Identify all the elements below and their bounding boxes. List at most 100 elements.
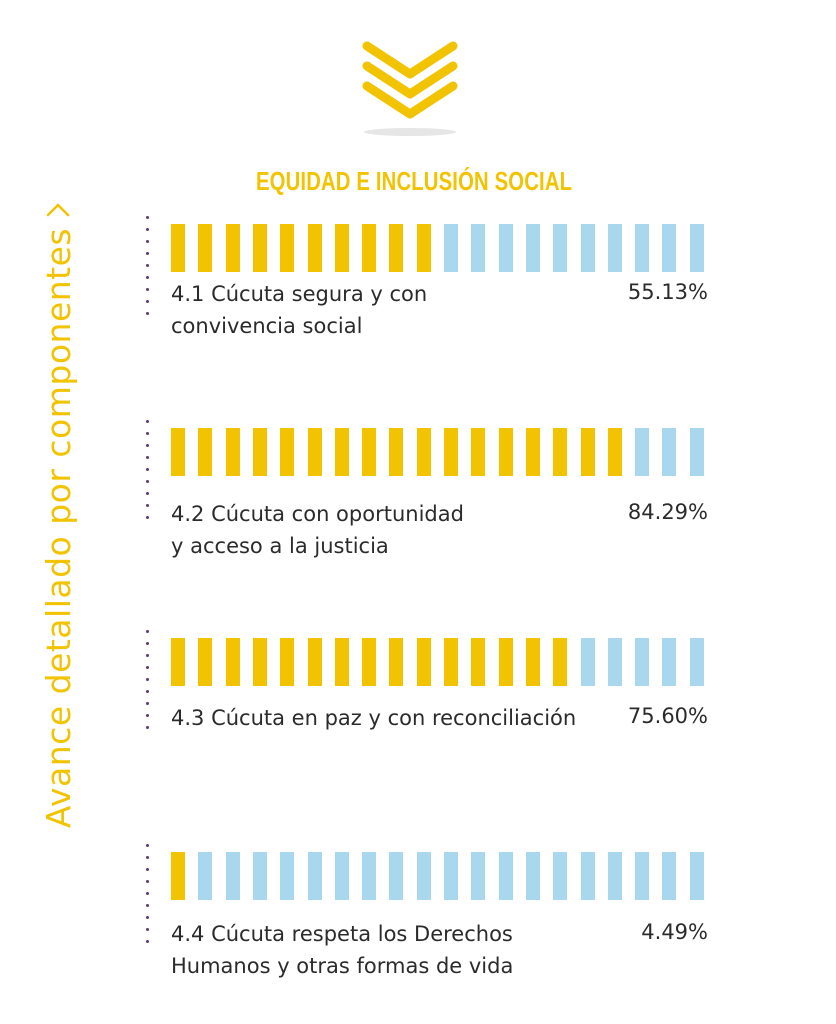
data-label: 55.13% — [627, 280, 708, 304]
bar-segment-filled — [581, 428, 595, 476]
bar-segment-remaining — [553, 224, 567, 272]
bar-segment-filled — [417, 224, 431, 272]
chart-title: EQUIDAD E INCLUSIÓN SOCIAL — [256, 166, 573, 196]
bar-segment-remaining — [662, 428, 676, 476]
bar-segment-filled — [526, 428, 540, 476]
bar-segment-remaining — [690, 428, 704, 476]
bar-segment-filled — [471, 638, 485, 686]
bar-segment-remaining — [471, 852, 485, 900]
component-label-line: convivencia social — [171, 314, 363, 338]
component-label-line: Humanos y otras formas de vida — [171, 954, 514, 978]
bar-segment-filled — [308, 224, 322, 272]
component-label: 4.4 Cúcuta respeta los Derechos Humanos … — [171, 918, 631, 982]
bar-segment-filled — [280, 638, 294, 686]
data-label: 84.29% — [627, 500, 708, 524]
bar-segment-remaining — [662, 638, 676, 686]
bar-segment-filled — [362, 638, 376, 686]
bar-segment-filled — [308, 638, 322, 686]
bar-segment-filled — [171, 428, 185, 476]
bar-segment-filled — [280, 224, 294, 272]
bar-segment-filled — [335, 428, 349, 476]
bar-segment-remaining — [581, 638, 595, 686]
bar-segment-remaining — [635, 638, 649, 686]
component-label-line: y acceso a la justicia — [171, 534, 389, 558]
component-label: 4.1 Cúcuta segura y con convivencia soci… — [171, 278, 631, 342]
bar-segment-remaining — [635, 852, 649, 900]
component-label: 4.3 Cúcuta en paz y con reconciliación — [171, 702, 631, 734]
bar-segment-filled — [553, 638, 567, 686]
bar-segment-filled — [417, 428, 431, 476]
bar-segment-filled — [198, 638, 212, 686]
side-label: Avance detallado por componentes — [38, 165, 78, 865]
bar-segment-remaining — [362, 852, 376, 900]
bar-segment-filled — [253, 428, 267, 476]
bar-segment-remaining — [581, 852, 595, 900]
side-label-text: Avance detallado por componentes — [38, 227, 78, 829]
bar-segment-filled — [362, 428, 376, 476]
component-label-line: 4.1 Cúcuta segura y con — [171, 282, 428, 306]
data-label: 75.60% — [627, 704, 708, 728]
bar-segment-filled — [362, 224, 376, 272]
bar-segment-remaining — [581, 224, 595, 272]
bar-segment-remaining — [690, 224, 704, 272]
bar-segment-filled — [335, 224, 349, 272]
component-label-line: 4.2 Cúcuta con oportunidad — [171, 502, 464, 526]
bar-segment-filled — [253, 638, 267, 686]
bar-segment-remaining — [662, 852, 676, 900]
bar-segment-remaining — [280, 852, 294, 900]
bar-segment-remaining — [608, 638, 622, 686]
bar-segment-filled — [471, 428, 485, 476]
bar-segment-remaining — [690, 852, 704, 900]
bar-segment-filled — [171, 224, 185, 272]
bar-segment-filled — [389, 638, 403, 686]
bar-segment-remaining — [499, 852, 513, 900]
bar-segment-remaining — [335, 852, 349, 900]
bar-segment-filled — [608, 428, 622, 476]
bar-segment-remaining — [444, 852, 458, 900]
data-label: 4.49% — [641, 920, 708, 944]
bar-segment-remaining — [444, 224, 458, 272]
bar-segment-filled — [553, 428, 567, 476]
component-label-line: 4.3 Cúcuta en paz y con reconciliación — [171, 706, 577, 730]
bar-segment-filled — [389, 428, 403, 476]
component-label-line: 4.4 Cúcuta respeta los Derechos — [171, 922, 513, 946]
dotted-marker — [146, 420, 150, 528]
bar-segment-remaining — [553, 852, 567, 900]
bar-segment-filled — [171, 638, 185, 686]
bar-segment-filled — [444, 428, 458, 476]
bar-segment-remaining — [253, 852, 267, 900]
bar-segment-remaining — [635, 224, 649, 272]
bar-segment-remaining — [389, 852, 403, 900]
bar-segment-filled — [198, 224, 212, 272]
bar-segment-filled — [171, 852, 185, 900]
chevron-down-icon — [362, 41, 458, 136]
bar-segment-remaining — [526, 852, 540, 900]
bar-segment-filled — [226, 428, 240, 476]
bar-segment-filled — [226, 224, 240, 272]
bar-segment-filled — [444, 638, 458, 686]
bar-segment-remaining — [499, 224, 513, 272]
bar-segment-filled — [253, 224, 267, 272]
bar-segment-remaining — [226, 852, 240, 900]
bar-segment-filled — [308, 428, 322, 476]
bar-segment-remaining — [417, 852, 431, 900]
dotted-marker — [146, 630, 150, 738]
bar-segment-filled — [499, 428, 513, 476]
component-label: 4.2 Cúcuta con oportunidad y acceso a la … — [171, 498, 631, 562]
dotted-marker — [146, 216, 150, 324]
bar-segment-remaining — [690, 638, 704, 686]
bar-segment-remaining — [198, 852, 212, 900]
bar-segment-filled — [198, 428, 212, 476]
dotted-marker — [146, 844, 150, 952]
bar-segment-remaining — [662, 224, 676, 272]
bar-segment-remaining — [526, 224, 540, 272]
bar-segment-remaining — [471, 224, 485, 272]
bar-segment-filled — [417, 638, 431, 686]
bar-segment-remaining — [608, 852, 622, 900]
bar-segment-filled — [499, 638, 513, 686]
bar-segment-remaining — [308, 852, 322, 900]
bar-segment-filled — [526, 638, 540, 686]
bar-segment-remaining — [608, 224, 622, 272]
bar-segment-filled — [226, 638, 240, 686]
bar-segment-filled — [389, 224, 403, 272]
